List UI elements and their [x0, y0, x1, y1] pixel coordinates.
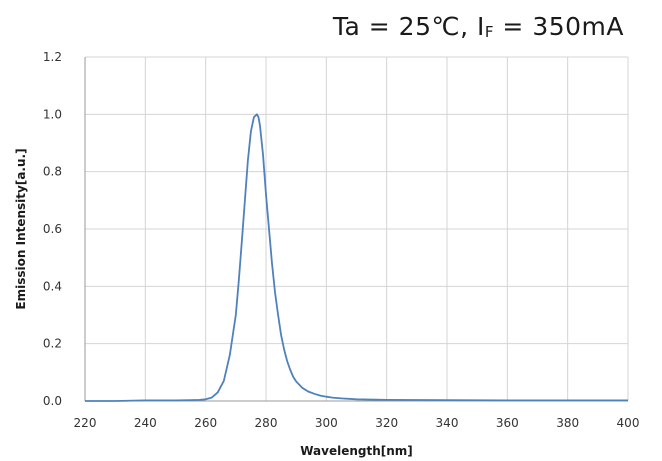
x-tick-label: 400	[617, 416, 640, 430]
spectrum-line	[85, 113, 628, 402]
x-axis-title: Wavelength[nm]	[300, 444, 413, 458]
x-tick-label: 380	[556, 416, 579, 430]
x-tick-label: 360	[496, 416, 519, 430]
y-tick-label: 0.4	[43, 279, 62, 293]
x-tick-label: 320	[375, 416, 398, 430]
y-axis-title: Emission Intensity[a.u.]	[14, 148, 28, 309]
y-tick-label: 0.2	[43, 337, 62, 351]
x-tick-label: 340	[436, 416, 459, 430]
x-tick-label: 280	[255, 416, 278, 430]
y-tick-label: 0.8	[43, 165, 62, 179]
y-tick-label: 0.0	[43, 394, 62, 408]
x-tick-label: 260	[194, 416, 217, 430]
chart-title: Ta = 25℃, IF = 350mA	[332, 12, 624, 41]
y-tick-label: 0.6	[43, 222, 62, 236]
y-tick-label: 1.0	[43, 107, 62, 121]
y-tick-label: 1.2	[43, 50, 62, 64]
x-tick-label: 300	[315, 416, 338, 430]
x-tick-label: 240	[134, 416, 157, 430]
x-tick-label: 220	[74, 416, 97, 430]
